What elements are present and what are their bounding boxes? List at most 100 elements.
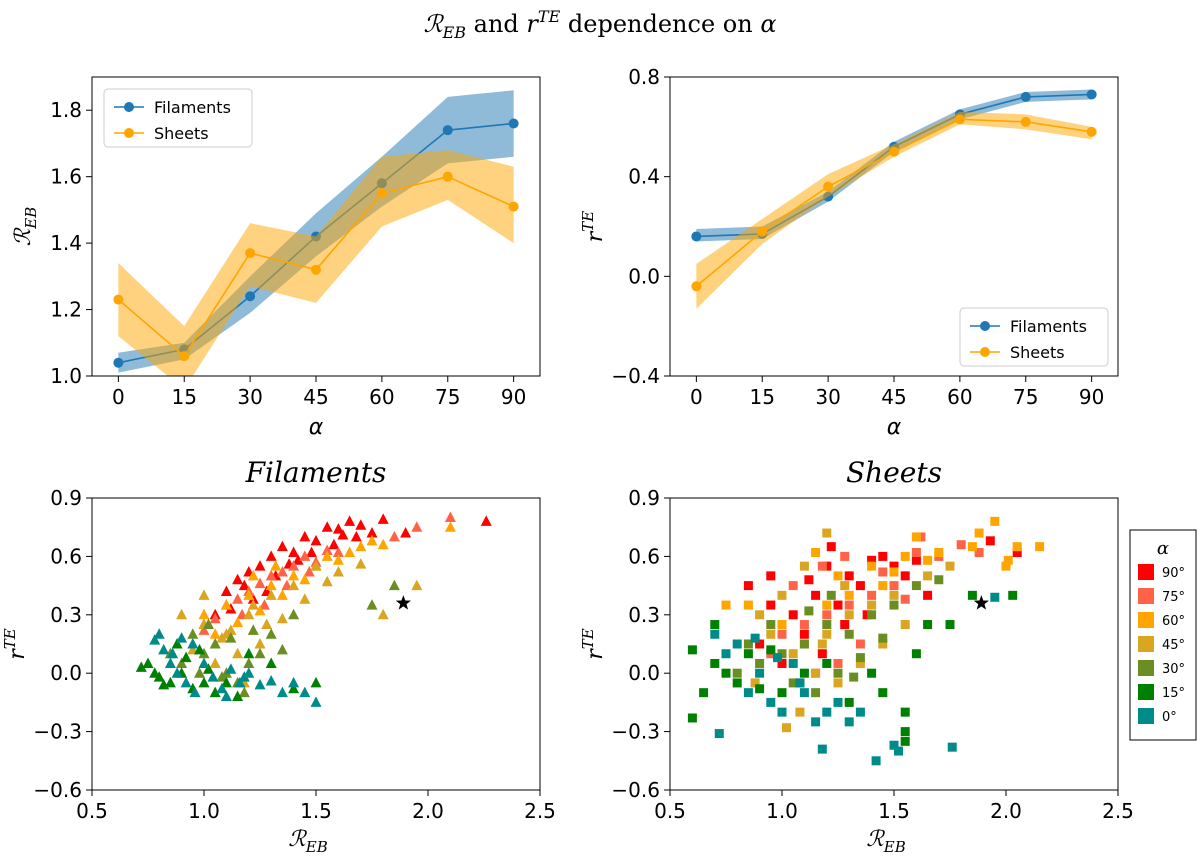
x-axis-title: ℛEB: [288, 827, 328, 856]
alpha-60-point: [366, 534, 378, 546]
alpha-30-point: [934, 575, 944, 585]
alpha-60-point: [209, 628, 221, 639]
alpha-30-point: [288, 608, 300, 620]
y-tick-label: 0.9: [50, 486, 82, 510]
alpha-15-point: [844, 697, 854, 707]
x-tick-label: 30: [815, 385, 840, 409]
y-tick-label: 1.2: [50, 298, 82, 322]
alpha-15-point: [699, 688, 709, 698]
alpha-30-point: [799, 639, 809, 649]
alpha-legend-swatch: [1138, 612, 1154, 628]
alpha-15-point: [799, 668, 809, 678]
sheets-point: [245, 248, 256, 259]
alpha-60-point: [243, 589, 255, 600]
x-tick-label: 60: [369, 385, 394, 409]
x-tick-label: 0.5: [76, 799, 108, 823]
y-tick-label: 0.6: [628, 544, 660, 568]
alpha-0-point: [310, 696, 322, 707]
alpha-90-point: [844, 571, 854, 581]
legend-label: Sheets: [1010, 343, 1065, 362]
alpha-45-point: [265, 589, 277, 600]
alpha-0-point: [732, 639, 742, 649]
axes-frame: [91, 76, 541, 377]
alpha-15-point: [194, 643, 206, 655]
x-tick-label: 2.0: [412, 799, 444, 823]
alpha-45-point: [900, 620, 910, 630]
alpha-90-point: [344, 515, 356, 526]
alpha-45-point: [840, 581, 850, 591]
alpha-90-point: [238, 579, 250, 591]
alpha-0-point: [225, 663, 237, 674]
alpha-60-point: [990, 516, 1000, 526]
sheets-point: [376, 188, 387, 199]
x-tick-label: 0: [112, 385, 125, 409]
chart-top-left: 0 15 30 45 60 75 90 1.0 1.2 1.4 1.6 1.8 Filaments She…: [11, 76, 541, 440]
alpha-75-point: [777, 629, 787, 639]
alpha-60-point: [1003, 555, 1013, 565]
alpha-60-point: [344, 546, 356, 558]
panel-title: Sheets: [846, 456, 942, 489]
alpha-60-point: [889, 567, 899, 577]
x-tick-label: 60: [947, 385, 972, 409]
alpha-90-point: [900, 571, 910, 581]
alpha-90-point: [840, 620, 850, 630]
alpha-30-point: [254, 647, 266, 659]
alpha-0-point: [238, 671, 250, 682]
sheets-band: [118, 150, 514, 376]
alpha-45-point: [254, 638, 266, 649]
legend-swatch-marker: [980, 347, 990, 357]
y-tick-label: −0.4: [611, 364, 660, 388]
sheets-point: [311, 264, 321, 275]
alpha-60-point: [878, 581, 888, 591]
legend-top-left: Filaments Sheets: [103, 88, 253, 148]
alpha-0-point: [811, 717, 821, 727]
chart-top-right: 0 15 30 45 60 75 90 −0.4 0.0 0.4 0.8 Filaments Sheet…: [579, 65, 1119, 440]
panel-title: Filaments: [245, 456, 387, 489]
alpha-0-point: [198, 657, 210, 668]
alpha-60-point: [332, 554, 344, 565]
alpha-90-point: [811, 590, 821, 600]
alpha-75-point: [411, 521, 423, 532]
title-rest: dependence on: [560, 10, 760, 38]
y-tick-label: 0.0: [628, 264, 660, 288]
alpha-45-point: [811, 668, 821, 678]
alpha-45-point: [781, 723, 791, 733]
alpha-45-point: [833, 678, 843, 688]
alpha-90-point: [377, 513, 389, 524]
x-tick-label: 75: [435, 385, 460, 409]
alpha-75-point: [299, 550, 311, 561]
alpha-45-point: [261, 618, 273, 630]
alpha-15-point: [900, 727, 910, 737]
y-tick-label: 0.0: [50, 661, 82, 685]
alpha-30-point: [855, 653, 865, 663]
alpha-45-point: [216, 632, 228, 643]
alpha-0-point: [276, 686, 288, 698]
alpha-90-point: [480, 515, 492, 526]
alpha-0-point: [220, 690, 232, 702]
alpha-0-point: [766, 697, 776, 707]
alpha-60-point: [247, 569, 259, 581]
alpha-75-point: [889, 581, 899, 591]
alpha-0-point: [721, 649, 731, 659]
alpha-30-point: [243, 657, 255, 668]
x-tick-label: 2.5: [1102, 799, 1134, 823]
alpha-15-point: [1008, 590, 1018, 600]
alpha-90-point: [332, 523, 344, 534]
alpha-60-point: [811, 548, 821, 558]
alpha-15-point: [164, 676, 176, 688]
y-axis-title: rTE: [1, 628, 30, 660]
alpha-legend-label: 60°: [1162, 614, 1185, 629]
alpha-45-point: [355, 558, 367, 569]
y-tick-label: 0.8: [628, 65, 660, 89]
alpha-0-point: [187, 638, 199, 649]
alpha-30-point: [867, 610, 877, 620]
alpha-90-point: [878, 551, 888, 561]
alpha-0-point: [799, 688, 809, 698]
alpha-75-point: [265, 569, 277, 581]
alpha-90-point: [366, 527, 378, 538]
alpha-0-point: [795, 678, 805, 688]
alpha-15-point: [687, 713, 697, 723]
alpha-45-point: [232, 647, 244, 659]
alpha-15-point: [202, 663, 214, 674]
x-tick-label: 0: [690, 385, 703, 409]
